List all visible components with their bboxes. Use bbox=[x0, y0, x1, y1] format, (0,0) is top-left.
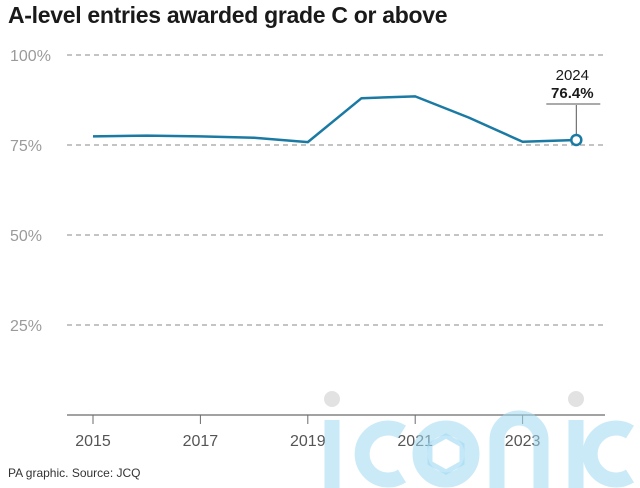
annotation-value: 76.4% bbox=[551, 85, 594, 102]
y-tick-label: 50% bbox=[10, 228, 42, 245]
series-line bbox=[92, 95, 577, 144]
annotation-year: 2024 bbox=[556, 67, 589, 84]
y-tick-label: 25% bbox=[10, 318, 42, 335]
x-tick-label: 2017 bbox=[183, 433, 219, 450]
x-tick-label: 2019 bbox=[290, 433, 326, 450]
x-axis: 2015 2017 2019 2021 2023 bbox=[67, 414, 605, 450]
y-tick-label: 100% bbox=[10, 48, 51, 65]
chart-title: A-level entries awarded grade C or above bbox=[8, 2, 448, 28]
x-tick-label: 2015 bbox=[75, 433, 111, 450]
last-point-marker bbox=[570, 133, 583, 147]
x-tick-label: 2023 bbox=[505, 433, 541, 450]
y-tick-label: 75% bbox=[10, 138, 42, 155]
series-layer bbox=[92, 95, 577, 144]
grid-layer: 100% 75% 50% 25% bbox=[10, 48, 605, 335]
source-footer: PA graphic. Source: JCQ bbox=[8, 466, 141, 480]
x-tick-label: 2021 bbox=[397, 433, 433, 450]
